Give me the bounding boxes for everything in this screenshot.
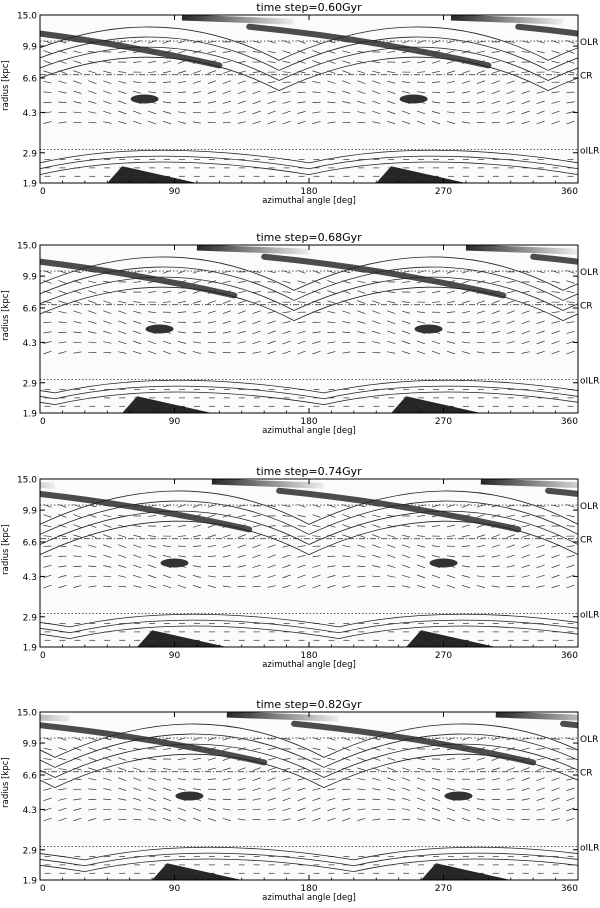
x-tick-label: 90 xyxy=(169,187,181,197)
contour-line xyxy=(0,257,25,290)
x-axis-label: azimuthal angle [deg] xyxy=(262,660,356,670)
x-tick-label: 270 xyxy=(435,187,452,197)
y-tick-label: 15.0 xyxy=(17,12,37,22)
x-tick-label: 90 xyxy=(169,884,181,894)
x-tick-label: 0 xyxy=(40,417,46,427)
x-tick-label: 360 xyxy=(561,187,578,197)
resonance-label-cr: CR xyxy=(580,769,593,779)
y-tick-label: 4.3 xyxy=(23,573,37,583)
x-axis-label: azimuthal angle [deg] xyxy=(262,426,356,436)
x-tick-label: 90 xyxy=(169,417,181,427)
x-tick-label: 270 xyxy=(435,651,452,661)
resonance-label-cr: CR xyxy=(580,72,593,82)
resonance-label-cr: CR xyxy=(580,536,593,546)
resonance-label-cr: CR xyxy=(580,302,593,312)
contour-line xyxy=(0,27,10,60)
resonance-label-olr: OLR xyxy=(580,502,598,512)
contour-line xyxy=(593,744,600,777)
y-tick-label: 9.9 xyxy=(23,43,38,53)
spiral-arm-faint xyxy=(197,248,309,252)
contour-line xyxy=(593,392,600,405)
x-tick-label: 270 xyxy=(435,417,452,427)
resonance-label-oilr: oILR xyxy=(580,146,599,156)
panel-title: time step=0.82Gyr xyxy=(256,698,362,711)
resonance-label-olr: OLR xyxy=(580,735,598,745)
density-peak xyxy=(131,95,159,104)
x-axis-label: azimuthal angle [deg] xyxy=(262,893,356,903)
spiral-arm-faint xyxy=(451,18,563,22)
y-tick-label: 4.3 xyxy=(23,109,37,119)
y-tick-label: 6.6 xyxy=(23,539,38,549)
contour-line xyxy=(578,156,600,169)
y-tick-label: 15.0 xyxy=(17,476,37,486)
x-tick-label: 360 xyxy=(561,884,578,894)
resonance-label-olr: OLR xyxy=(580,38,598,48)
y-tick-label: 2.9 xyxy=(23,379,38,389)
panel-title: time step=0.60Gyr xyxy=(256,1,362,14)
resonance-label-olr: OLR xyxy=(580,268,598,278)
resonance-label-oilr: oILR xyxy=(580,843,599,853)
y-tick-label: 1.9 xyxy=(23,877,38,887)
spiral-arm-faint xyxy=(481,482,593,486)
panel-title: time step=0.74Gyr xyxy=(256,465,362,478)
spiral-arm-faint xyxy=(466,248,578,252)
density-peak xyxy=(400,95,428,104)
density-peak xyxy=(146,325,174,334)
spiral-arm-faint xyxy=(496,715,600,719)
y-tick-label: 1.9 xyxy=(23,410,38,420)
spiral-arm-faint xyxy=(182,18,294,22)
y-axis-label: radius [kpc] xyxy=(1,60,11,111)
x-tick-label: 360 xyxy=(561,651,578,661)
density-peak xyxy=(430,559,458,568)
spiral-arm-faint xyxy=(212,482,324,486)
y-tick-label: 2.9 xyxy=(23,846,38,856)
y-tick-label: 4.3 xyxy=(23,339,37,349)
y-tick-label: 15.0 xyxy=(17,242,37,252)
contour-line xyxy=(593,754,600,787)
x-tick-label: 0 xyxy=(40,187,46,197)
x-tick-label: 360 xyxy=(561,417,578,427)
panel-title: time step=0.68Gyr xyxy=(256,231,362,244)
contour-line xyxy=(578,162,600,175)
resonance-label-oilr: oILR xyxy=(580,376,599,386)
y-tick-label: 9.9 xyxy=(23,273,38,283)
y-tick-label: 15.0 xyxy=(17,709,37,719)
y-tick-label: 1.9 xyxy=(23,644,38,654)
y-tick-label: 6.6 xyxy=(23,75,38,85)
contour-line xyxy=(0,162,40,175)
y-tick-label: 9.9 xyxy=(23,740,38,750)
y-axis-label: radius [kpc] xyxy=(1,290,11,341)
resonance-label-oilr: oILR xyxy=(580,610,599,620)
y-axis-label: radius [kpc] xyxy=(1,757,11,808)
x-tick-label: 0 xyxy=(40,884,46,894)
y-tick-label: 2.9 xyxy=(23,149,38,159)
y-tick-label: 2.9 xyxy=(23,613,38,623)
density-peak xyxy=(161,559,189,568)
y-axis-label: radius [kpc] xyxy=(1,524,11,575)
x-tick-label: 270 xyxy=(435,884,452,894)
x-tick-label: 0 xyxy=(40,651,46,661)
x-tick-label: 90 xyxy=(169,651,181,661)
y-tick-label: 6.6 xyxy=(23,772,38,782)
spiral-arm-faint xyxy=(227,715,339,719)
contour-line xyxy=(593,386,600,399)
y-tick-label: 4.3 xyxy=(23,806,37,816)
y-tick-label: 6.6 xyxy=(23,305,38,315)
y-tick-label: 9.9 xyxy=(23,507,38,517)
y-tick-label: 1.9 xyxy=(23,180,38,190)
density-peak xyxy=(415,325,443,334)
density-peak xyxy=(444,792,472,801)
x-axis-label: azimuthal angle [deg] xyxy=(262,196,356,206)
density-peak xyxy=(175,792,203,801)
